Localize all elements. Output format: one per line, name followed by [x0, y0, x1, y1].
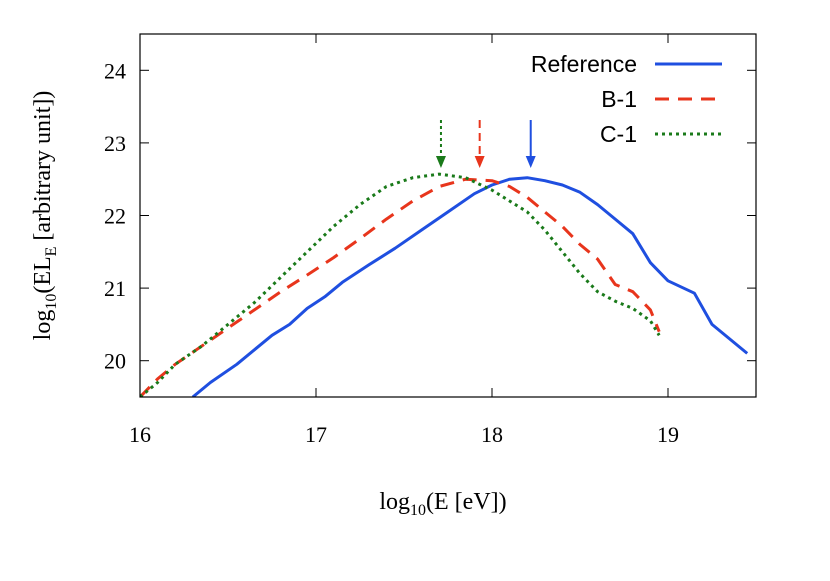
y-tick-label: 24: [104, 58, 126, 83]
series-layer: [140, 172, 749, 397]
y-tick-label: 21: [104, 276, 126, 301]
x-axis-title: log10(E [eV]): [379, 489, 506, 519]
x-tick-label: 17: [305, 422, 327, 447]
y-axis-title: log10(ELE [arbitrary unit]): [30, 91, 60, 341]
series-line-reference: [191, 176, 749, 397]
y-tick-label: 22: [104, 204, 126, 229]
series-line-c-1: [140, 172, 661, 397]
y-tick-label: 20: [104, 349, 126, 374]
series-line-b-1: [140, 177, 661, 397]
peak-arrow-head-reference: [525, 156, 536, 168]
legend-label-reference: Reference: [531, 51, 637, 77]
peak-arrow-head-b-1: [474, 156, 485, 168]
plot-frame: [139, 33, 757, 398]
y-tick-label: 23: [104, 131, 126, 156]
x-tick-label: 16: [129, 422, 151, 447]
ticks: 16 17 18 19 20 21 22 23 24: [104, 34, 756, 447]
peak-arrow-head-c-1: [435, 156, 446, 168]
peak-markers: [435, 120, 536, 168]
legend-label-b-1: B-1: [601, 86, 637, 112]
x-tick-label: 19: [657, 422, 679, 447]
x-tick-label: 18: [481, 422, 503, 447]
legend-label-c-1: C-1: [600, 121, 637, 147]
legend: Reference B-1 C-1: [531, 51, 722, 147]
